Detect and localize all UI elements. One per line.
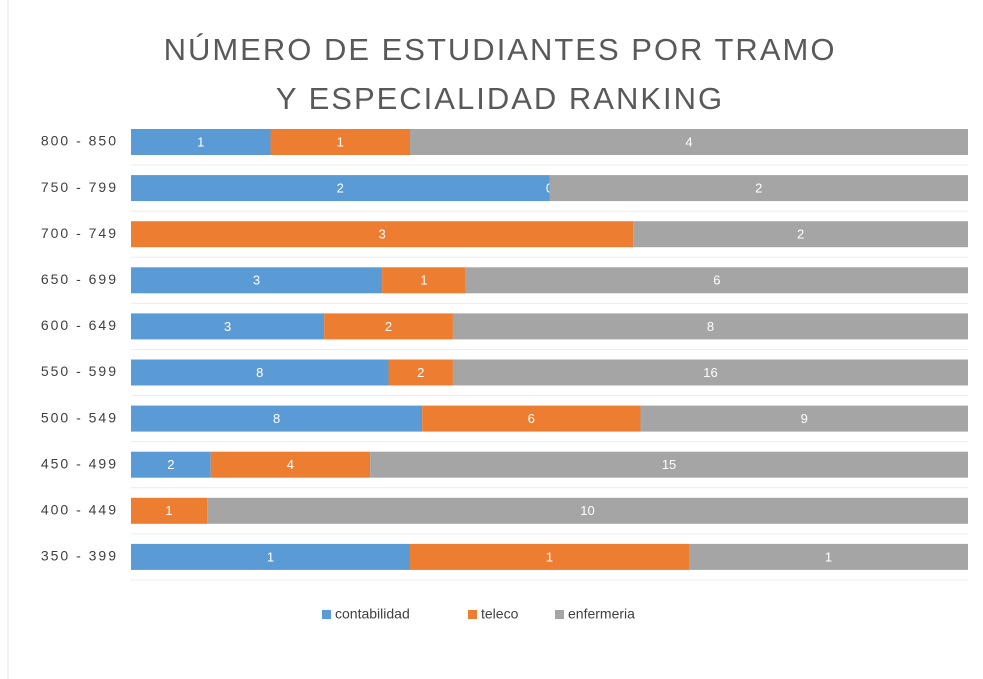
bar-segment [131,451,211,478]
y-tick-label: 600 - 649 [41,317,118,333]
data-label: 16 [703,365,717,380]
bar-segment [549,175,968,202]
y-tick-label: 550 - 599 [41,363,118,379]
bar-segment [131,175,550,202]
data-label: 6 [528,411,535,426]
data-label: 2 [797,227,804,242]
data-label: 15 [662,457,676,472]
bar-segment [640,405,968,432]
data-label: 6 [713,273,720,288]
bar-segment [131,405,423,432]
data-label: 3 [224,319,231,334]
bar-segment [131,221,634,248]
data-label: 1 [337,134,344,149]
data-label: 10 [580,503,594,518]
bar-segment [422,405,641,432]
chart-title: Y ESPECIALIDAD RANKING [276,81,724,116]
bar-segment [207,497,968,524]
bar-segment [270,129,410,155]
legend-label: contabilidad [335,606,410,622]
bar-segment [131,543,410,570]
legend-swatch [322,610,331,619]
y-tick-label: 650 - 699 [41,271,118,287]
data-label: 3 [378,227,385,242]
data-label: 1 [420,273,427,288]
data-label: 8 [273,411,280,426]
data-label: 1 [546,549,553,564]
y-tick-label: 350 - 399 [41,548,118,564]
chart-title: NÚMERO DE ESTUDIANTES POR TRAMO [164,32,837,67]
bar-segment [382,267,466,294]
data-label: 4 [685,134,692,149]
legend-label: enfermeria [568,606,635,622]
bar-segment [410,129,968,155]
bar-segment [131,313,325,340]
data-label: 9 [801,411,808,426]
data-label: 8 [256,365,263,380]
data-label: 1 [165,503,172,518]
bar-segment [370,451,969,478]
data-label: 2 [417,365,424,380]
bar-segment [410,543,689,570]
y-tick-label: 800 - 850 [41,133,118,149]
bar-segment [689,543,968,570]
data-label: 1 [267,549,274,564]
bar-segment [131,497,208,524]
bar-segment [324,313,453,340]
bar-segment [388,359,453,386]
bar-segment [633,221,968,248]
bar-segment [131,129,271,155]
data-label: 2 [337,181,344,196]
legend-swatch [555,610,564,619]
y-tick-label: 500 - 549 [41,409,118,425]
y-tick-label: 700 - 749 [41,225,118,241]
data-label: 2 [385,319,392,334]
data-label: 4 [287,457,294,472]
legend-swatch [468,610,477,619]
bar-segment [210,451,371,478]
y-tick-label: 450 - 499 [41,455,118,471]
data-label: 1 [825,549,832,564]
bar-segment [465,267,968,294]
bar-segment [131,359,389,386]
data-label: 2 [167,457,174,472]
y-tick-label: 400 - 449 [41,502,118,518]
bar-segment [452,359,968,386]
legend-label: teleco [481,606,519,622]
bar-segment [131,267,383,294]
y-tick-label: 750 - 799 [41,179,118,195]
data-label: 8 [707,319,714,334]
data-label: 3 [253,273,260,288]
bar-segment [452,313,968,340]
data-label: 1 [197,134,204,149]
data-label: 2 [755,181,762,196]
